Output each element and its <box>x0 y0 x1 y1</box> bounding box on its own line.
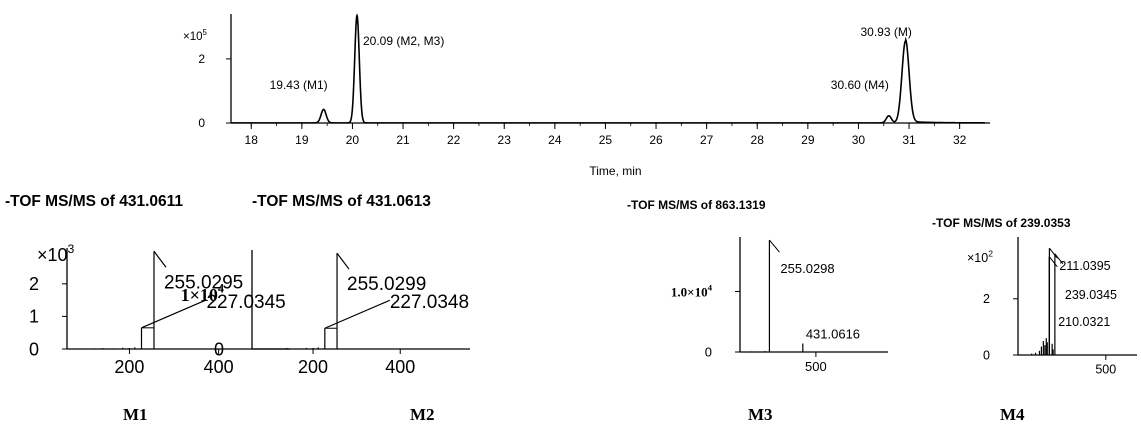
m4-x-tick-label: 500 <box>1095 363 1116 377</box>
chromatogram-x-tick-label: 19 <box>295 133 309 147</box>
m1-y-tick-label: 1 <box>29 307 39 327</box>
m4-y-tick-label: 2 <box>983 292 990 306</box>
m1-y-multiplier-exp: 3 <box>68 242 75 256</box>
m3-y-tick-label: 1.0×104 <box>671 283 713 300</box>
m3-y-tick-label: 0 <box>705 345 712 360</box>
chromatogram-x-tick-label: 32 <box>953 133 967 147</box>
m4-caption: M4 <box>1000 405 1025 424</box>
m1-peak-label: 227.0345 <box>206 292 285 313</box>
m4-peak-label: 211.0395 <box>1059 259 1110 273</box>
m3-caption: M3 <box>748 405 773 424</box>
m1-peak-label: 255.0295 <box>164 272 243 293</box>
chromatogram-peak-label: 30.93 (M) <box>860 25 911 39</box>
chromatogram-trace <box>231 13 985 124</box>
m2-y-tick-label: 1×104 <box>181 282 224 305</box>
m1-x-tick-label: 200 <box>114 357 144 377</box>
m2-label-leader <box>324 299 391 329</box>
chromatogram-x-tick-label: 22 <box>447 133 461 147</box>
m2-title: -TOF MS/MS of 431.0613 <box>252 193 431 210</box>
m2-y-tick-label-base: 1×10 <box>181 285 218 305</box>
m4-y-multiplier-base: ×10 <box>967 251 988 265</box>
chromatogram-y-tick-label: 0 <box>198 116 205 130</box>
chromatogram-x-tick-label: 31 <box>902 133 916 147</box>
m2-x-tick-label: 200 <box>298 357 328 377</box>
m4-label-leader <box>1048 256 1058 267</box>
m1-y-tick-label: 0 <box>29 339 39 359</box>
m2-label-leader <box>336 252 350 270</box>
m3-y-tick-label-base: 1.0×10 <box>671 284 708 299</box>
chromatogram-x-tick-label: 25 <box>599 133 613 147</box>
m4-y-tick-label: 0 <box>983 348 990 362</box>
chromatogram-x-tick-label: 23 <box>498 133 512 147</box>
m1-x-tick-label: 400 <box>204 357 234 377</box>
chromatogram-y-multiplier-base: ×10 <box>183 31 203 43</box>
chromatogram-x-tick-label: 21 <box>396 133 410 147</box>
m2-x-tick-label: 400 <box>385 357 415 377</box>
chromatogram-x-tick-label: 20 <box>346 133 360 147</box>
chromatogram-x-tick-label: 18 <box>245 133 259 147</box>
m2-y-tick-label: 0 <box>214 339 224 359</box>
chromatogram-x-tick-label: 28 <box>751 133 765 147</box>
m1-title: -TOF MS/MS of 431.0611 <box>5 193 183 210</box>
m2-peak-label: 227.0348 <box>390 292 469 313</box>
m1-y-multiplier: ×103 <box>37 242 75 265</box>
m3-x-tick-label: 500 <box>805 359 827 374</box>
chromatogram-y-tick-label: 2 <box>198 52 205 66</box>
chromatogram-y-multiplier-exp: 5 <box>203 28 208 37</box>
chromatogram-x-tick-label: 29 <box>801 133 815 147</box>
m2-peak-label: 255.0299 <box>347 274 426 295</box>
m1-label-leader <box>153 250 167 268</box>
m3-label-leader <box>769 239 780 253</box>
m2-caption: M2 <box>410 405 435 424</box>
m4-y-multiplier-exp: 2 <box>988 248 993 258</box>
m4-peak-label: 239.0345 <box>1065 288 1117 302</box>
chromatogram-peak-label: 19.43 (M1) <box>270 78 328 92</box>
chromatogram-peak-label: 30.60 (M4) <box>831 78 889 92</box>
m4-label-leader <box>1049 247 1058 259</box>
m1-label-leader <box>141 299 207 329</box>
m4-peak-label: 210.0321 <box>1058 315 1110 329</box>
m1-y-tick-label: 2 <box>29 274 39 294</box>
m4-title: -TOF MS/MS of 239.0353 <box>932 216 1071 230</box>
m3-peak-label: 255.0298 <box>780 261 834 276</box>
m4-label-leader <box>1054 253 1064 265</box>
m1-y-multiplier-base: ×10 <box>37 245 68 265</box>
m2-y-tick-label-exp: 4 <box>218 282 224 296</box>
chromatogram-x-tick-label: 24 <box>548 133 562 147</box>
chromatogram-x-tick-label: 27 <box>700 133 714 147</box>
m4-y-multiplier: ×102 <box>967 248 993 265</box>
chromatogram-y-multiplier: ×105 <box>183 28 208 43</box>
chromatogram-x-axis-title: Time, min <box>589 164 641 178</box>
m1-caption: M1 <box>123 405 148 424</box>
chromatogram-x-tick-label: 30 <box>852 133 866 147</box>
chromatogram-peak-label: 20.09 (M2, M3) <box>363 34 444 48</box>
chromatogram-x-tick-label: 26 <box>649 133 663 147</box>
m3-y-tick-label-exp: 4 <box>708 283 713 293</box>
m3-peak-label: 431.0616 <box>806 327 860 342</box>
m3-title: -TOF MS/MS of 863.1319 <box>627 198 766 212</box>
